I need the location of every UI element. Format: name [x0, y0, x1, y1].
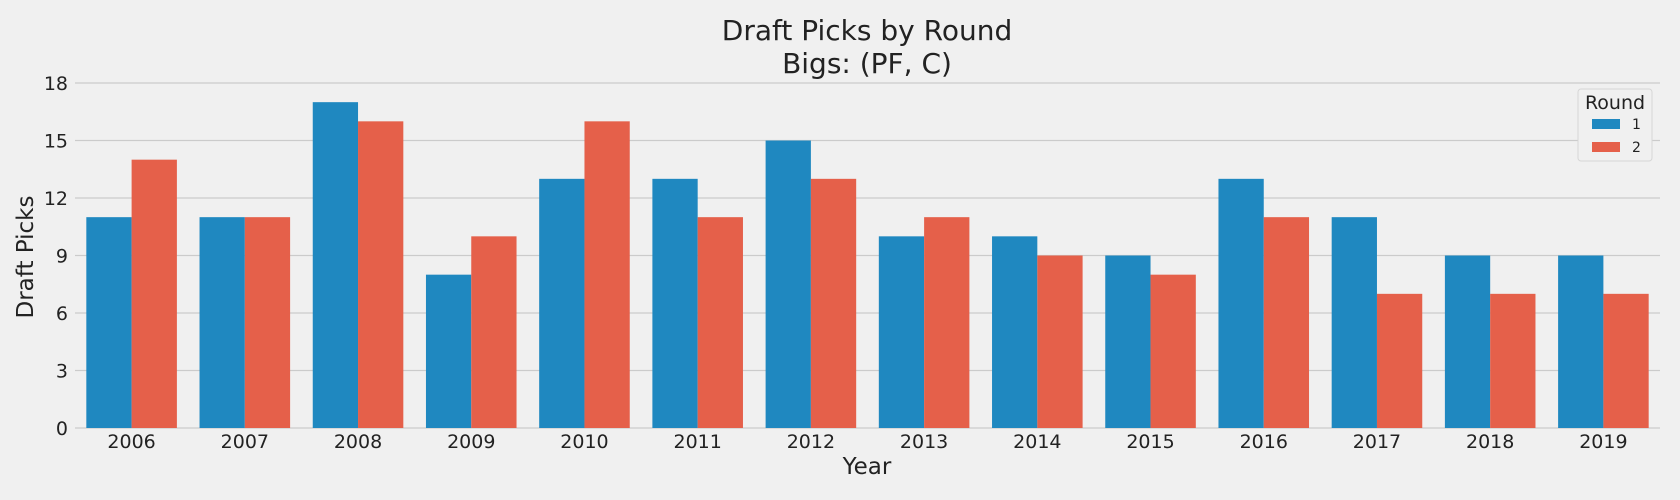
- bar-2009-round-1: [425, 274, 472, 428]
- bar-2015-round-2: [1150, 274, 1196, 428]
- bar-2010-round-2: [584, 121, 630, 428]
- bar-2008-round-1: [312, 102, 359, 429]
- y-tick-label: 0: [56, 418, 68, 440]
- bar-2008-round-2: [358, 121, 404, 428]
- x-tick-label: 2011: [673, 431, 721, 453]
- bar-2019-round-1: [1558, 255, 1604, 428]
- bar-2007-round-2: [244, 217, 291, 428]
- bar-2009-round-2: [471, 236, 517, 428]
- bar-2012-round-1: [765, 140, 811, 428]
- bar-2015-round-1: [1105, 255, 1151, 428]
- y-tick-label: 9: [56, 246, 68, 268]
- y-tick-label: 6: [56, 303, 68, 325]
- x-tick-label: 2010: [560, 431, 608, 453]
- chart-title: Draft Picks by Round: [722, 14, 1012, 47]
- x-tick-label: 2009: [447, 431, 495, 453]
- bar-2019-round-2: [1603, 293, 1649, 428]
- bar-2010-round-1: [539, 178, 585, 428]
- y-tick-label: 15: [44, 131, 68, 153]
- x-tick-label: 2006: [107, 431, 155, 453]
- y-tick-label: 12: [44, 188, 68, 210]
- x-tick-label: 2012: [787, 431, 835, 453]
- x-tick-label: 2019: [1579, 431, 1627, 453]
- bar-2006-round-1: [86, 217, 132, 428]
- legend-title: Round: [1585, 92, 1645, 114]
- legend-swatch-round-1: [1592, 119, 1620, 129]
- bar-2014-round-1: [992, 236, 1038, 428]
- legend-swatch-round-2: [1592, 142, 1620, 152]
- bar-2017-round-2: [1376, 293, 1423, 428]
- legend-label-round-1: 1: [1632, 117, 1641, 133]
- y-tick-label: 18: [44, 73, 68, 95]
- x-tick-label: 2018: [1466, 431, 1514, 453]
- bar-2011-round-2: [697, 217, 743, 428]
- bar-2018-round-2: [1490, 293, 1536, 428]
- bar-2006-round-2: [131, 159, 177, 428]
- bar-2007-round-1: [199, 217, 245, 428]
- legend: Round 1 2: [1577, 88, 1653, 162]
- bar-2016-round-2: [1263, 217, 1310, 428]
- bar-2012-round-2: [810, 178, 857, 428]
- x-tick-labels: 2006 2007 2008 2009 2010 2011 2012 2013 2014 2015…: [107, 431, 1627, 453]
- chart-subtitle: Bigs: (PF, C): [782, 47, 952, 80]
- x-tick-label: 2013: [900, 431, 948, 453]
- y-tick-label: 3: [56, 361, 68, 383]
- x-tick-label: 2007: [221, 431, 269, 453]
- y-axis-label: Draft Picks: [13, 196, 39, 319]
- bar-2018-round-1: [1444, 255, 1491, 428]
- x-axis-label: Year: [842, 454, 892, 480]
- legend-label-round-2: 2: [1632, 140, 1641, 156]
- x-tick-label: 2014: [1013, 431, 1061, 453]
- bar-2016-round-1: [1218, 178, 1264, 428]
- x-tick-label: 2015: [1126, 431, 1174, 453]
- y-tick-labels: 0 3 6 9 12 15 18: [44, 73, 68, 440]
- bars: [86, 102, 1649, 429]
- x-tick-label: 2017: [1353, 431, 1401, 453]
- bar-2017-round-1: [1331, 217, 1377, 428]
- x-tick-label: 2016: [1240, 431, 1288, 453]
- x-tick-label: 2008: [334, 431, 382, 453]
- bar-2013-round-2: [924, 217, 970, 428]
- bar-2014-round-2: [1037, 255, 1083, 428]
- bar-2011-round-1: [652, 178, 698, 428]
- bar-2013-round-1: [878, 236, 925, 428]
